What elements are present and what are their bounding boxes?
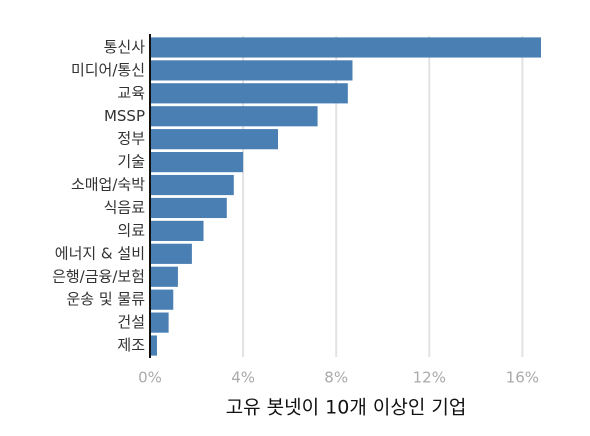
y-tick-label: 건설 <box>117 313 145 331</box>
y-tick-label: MSSP <box>104 107 145 125</box>
y-tick-label: 통신사 <box>104 38 146 56</box>
y-tick-label: 정부 <box>117 130 145 148</box>
y-tick-label: 소매업/숙박 <box>71 176 145 194</box>
y-tick-label: 기술 <box>117 153 145 171</box>
bar <box>150 289 174 310</box>
bar <box>150 243 192 264</box>
bar <box>150 129 279 150</box>
bar <box>150 60 353 81</box>
y-tick-label: 미디어/통신 <box>71 61 145 79</box>
x-tick-label: 16% <box>506 369 539 387</box>
bar <box>150 335 157 356</box>
x-tick-label: 12% <box>413 369 446 387</box>
bar <box>150 37 541 58</box>
bar <box>150 152 244 173</box>
y-tick-label: 은행/금융/보험 <box>52 267 145 285</box>
y-tick-label: 에너지 & 설비 <box>55 244 145 262</box>
bar <box>150 266 178 287</box>
bar <box>150 83 348 104</box>
y-tick-label: 교육 <box>117 84 145 102</box>
bar <box>150 106 318 127</box>
bar <box>150 312 169 333</box>
x-tick-label: 0% <box>138 369 162 387</box>
y-tick-label: 운송 및 물류 <box>66 290 145 308</box>
y-tick-label: 제조 <box>117 336 145 354</box>
bar <box>150 220 204 241</box>
x-axis-label: 고유 봇넷이 10개 이상인 기업 <box>226 397 467 419</box>
x-tick-label: 8% <box>324 369 348 387</box>
y-tick-label: 의료 <box>117 221 145 239</box>
bar <box>150 174 234 196</box>
bar <box>150 197 227 219</box>
x-tick-label: 4% <box>231 369 255 387</box>
y-tick-label: 식음료 <box>104 198 146 216</box>
